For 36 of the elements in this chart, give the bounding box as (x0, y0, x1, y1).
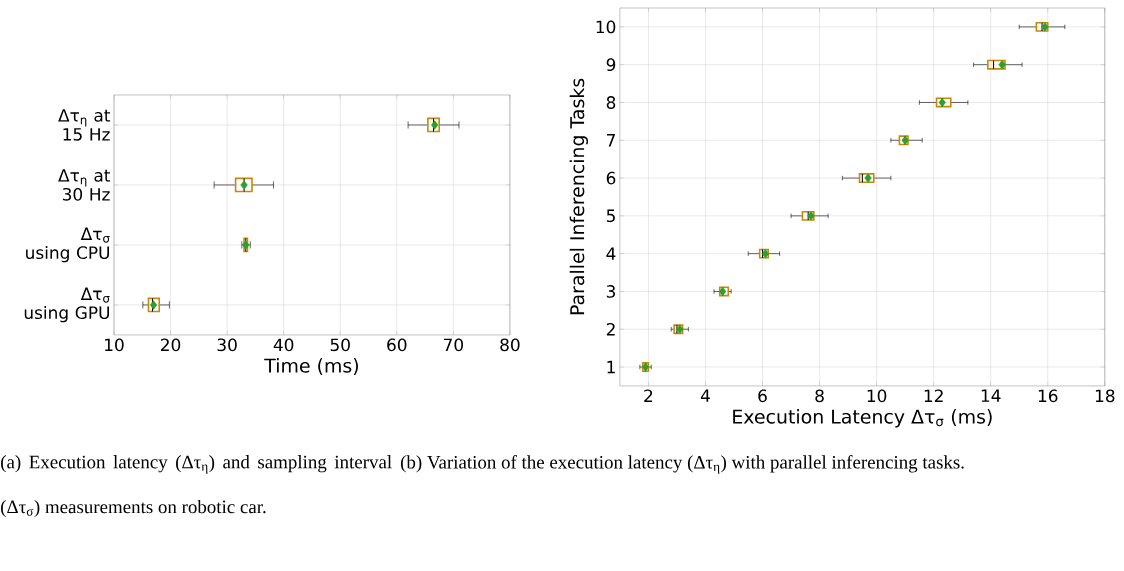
x-tick-label: 12 (924, 389, 943, 403)
y-tick-label: 7 (607, 134, 615, 147)
y-axis-title: Parallel Inferencing Tasks (569, 78, 588, 315)
x-tick-label: 18 (1095, 389, 1115, 403)
y-tick-label: 6 (606, 171, 616, 185)
text: (a) Execution latency (Δτ$_{η}$) and sampling interval (Δτ$_{σ}$) measurements on robotic car. (1, 455, 392, 518)
x-tick-label: 70 (443, 338, 463, 352)
y-tick-label: 8 (606, 96, 616, 109)
y-tick-label: Δτ$_{η}$ at 15 Hz (58, 109, 111, 141)
x-tick-label: 10 (105, 338, 124, 352)
x-tick-label: 80 (500, 338, 520, 352)
x-tick-label: 14 (981, 389, 1001, 402)
y-tick-label: Δτ$_{η}$ at 30 Hz (58, 169, 111, 201)
y-tick-label: 2 (606, 322, 615, 336)
x-tick-label: 50 (330, 338, 350, 352)
x-tick-label: 16 (1038, 389, 1058, 403)
text: (b) Variation of the execution latency (Δτ$_{η}$) with parallel inferencing tasks. (400, 455, 964, 474)
x-tick-label: 30 (217, 338, 237, 352)
y-tick-label: 9 (606, 58, 616, 72)
x-tick-label: 10 (867, 389, 887, 403)
x-tick-label: 60 (387, 338, 407, 352)
x-tick-label: 8 (815, 389, 824, 403)
x-tick-label: 6 (758, 389, 767, 403)
y-tick-label: 5 (606, 209, 615, 223)
y-tick-label: Δτ$_{σ}$ using GPU (24, 287, 110, 323)
y-tick-label: 4 (606, 247, 616, 260)
x-tick-label: 2 (644, 389, 653, 403)
x-axis-title: Execution Latency Δτ$_{σ}$ (ms) (733, 409, 992, 428)
y-tick-label: 1 (607, 360, 615, 374)
x-tick-label: 40 (273, 338, 294, 352)
x-tick-label: 4 (700, 389, 710, 402)
y-tick-label: 3 (606, 285, 616, 298)
x-axis-title: Time (ms) (264, 358, 358, 376)
y-tick-label: 10 (596, 20, 616, 34)
x-tick-label: 20 (161, 338, 181, 352)
y-tick-label: Δτ$_{σ}$ using CPU (26, 227, 110, 263)
